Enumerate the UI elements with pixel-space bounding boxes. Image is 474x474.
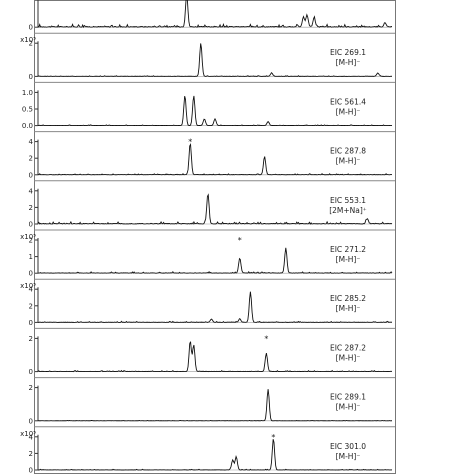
trace-line [37,193,393,225]
y-tick-label: 0 [29,417,33,425]
trace-label: EIC 271.2 [330,245,366,254]
ion-label: [M-H]⁻ [336,403,361,412]
trace-line [37,142,393,176]
ion-label: [M-H]⁻ [336,157,361,166]
y-tick-label: 0 [29,171,33,179]
chromatogram-panel: 0 [29,0,395,34]
trace-line [37,341,393,373]
y-tick-label: 2 [29,204,33,212]
ion-label: [M-H]⁻ [336,107,361,116]
trace-line [37,389,393,422]
y-tick-label: 0.0 [22,122,33,130]
scale-label: x10⁵ [20,233,36,241]
ion-label: [2M+Na]⁺ [329,206,367,215]
y-tick-label: 0 [29,319,33,327]
trace-line [37,43,393,77]
trace-label: EIC 553.1 [330,196,366,205]
chromatogram-panel: 4 2 0 x10⁵ EIC 285.2[M-H]⁻ [20,282,395,329]
star-marker: * [271,433,275,442]
y-tick-label: 2 [29,40,33,48]
y-tick-label: 1.0 [22,89,33,97]
scale-label: x10⁵ [20,430,36,438]
ion-label: [M-H]⁻ [336,304,361,313]
y-tick-label: 2 [29,450,33,458]
ion-label: [M-H]⁻ [336,255,361,264]
y-tick-label: 0 [29,73,33,81]
chromatogram-panel: 2 0 EIC 289.1[M-H]⁻ [29,384,395,428]
y-tick-label: 0 [29,24,33,32]
scale-label: x10⁵ [20,36,36,44]
star-marker: * [264,334,268,343]
y-tick-label: 1 [29,253,33,261]
chromatogram-panel: 2 0 x10⁵ EIC 269.1[M-H]⁻ [20,36,395,83]
y-tick-label: 2 [29,384,33,392]
ion-label: [M-H]⁻ [336,452,361,461]
trace-label: EIC 287.8 [330,147,366,156]
trace-label: EIC 289.1 [330,393,366,402]
trace-label: EIC 285.2 [330,294,366,303]
trace-label: EIC 287.2 [330,343,366,352]
y-tick-label: 0.5 [22,106,33,114]
trace-line [37,247,393,274]
trace-line [37,95,393,127]
ion-label: [M-H]⁻ [336,353,361,362]
chromatogram-panel: 1.0 0.5 0.0 EIC 561.4[M-H]⁻ [22,89,395,133]
trace-label: EIC 561.4 [330,97,366,106]
y-tick-label: 2 [29,302,33,310]
chromatogram-panel: 4 2 0 EIC 287.8[M-H]⁻ * [29,138,395,182]
y-tick-label: 0 [29,270,33,278]
y-tick-label: 2 [29,237,33,245]
y-tick-label: 0 [29,368,33,376]
y-tick-label: 0 [29,221,33,229]
y-tick-label: 2 [29,335,33,343]
trace-line [37,291,393,323]
y-tick-label: 0 [29,467,33,474]
chromatogram-panel: 4 2 0 EIC 553.1[2M+Na]⁺ [29,187,395,231]
y-tick-label: 4 [29,433,34,441]
star-marker: * [238,236,242,245]
trace-line [37,0,393,29]
y-tick-label: 4 [29,286,34,294]
chromatogram-panel: 2 1 0 x10⁵ EIC 271.2[M-H]⁻ * [20,233,395,280]
y-tick-label: 2 [29,155,33,163]
star-marker: * [188,138,192,147]
scale-label: x10⁵ [20,282,36,290]
trace-line [37,439,393,471]
y-tick-label: 4 [29,138,34,146]
trace-label: EIC 269.1 [330,48,366,57]
trace-label: EIC 301.0 [330,442,366,451]
y-tick-label: 4 [29,187,34,195]
ion-label: [M-H]⁻ [336,58,361,67]
chromatogram-panel: 4 2 0 x10⁵ EIC 301.0[M-H]⁻ * [20,430,393,474]
chromatogram-panel: 2 0 EIC 287.2[M-H]⁻ * [29,334,395,379]
